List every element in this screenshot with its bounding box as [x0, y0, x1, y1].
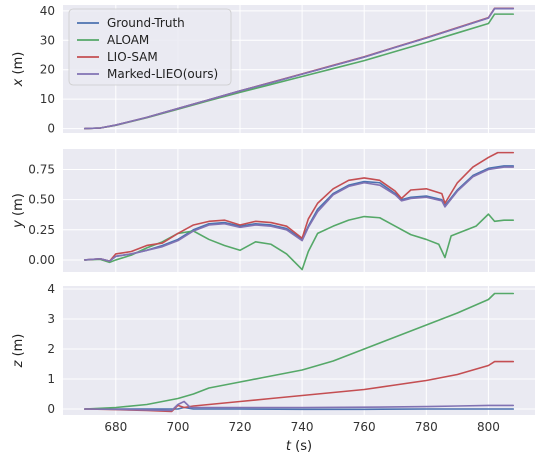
y-axis-label-variable: z: [11, 359, 26, 368]
x-tick-label: 700: [166, 420, 189, 434]
y-tick-label: 30: [40, 33, 55, 47]
y-tick-label: 1: [47, 372, 55, 386]
subplot-z: 0 1 2 3 4 680 700 720 740 760 780 800 z (m) t (s): [11, 282, 535, 454]
legend-label-marked-lieo-ours: Marked-LIEO(ours): [107, 67, 218, 81]
y-axis-label-variable: y: [11, 220, 26, 229]
y-axis-label-unit: (m): [11, 334, 26, 361]
y-tick-label: 3: [47, 312, 55, 326]
y-tick-label: 0.00: [28, 253, 55, 267]
y-tick-label: 0: [47, 122, 55, 136]
plot-background-z: [63, 286, 535, 415]
series-line-marked-lieo-ours: [83, 7, 515, 130]
y-axis-label: z (m): [11, 334, 26, 369]
legend-box: [68, 8, 232, 86]
series-line-lio-sam: [83, 151, 515, 262]
series-line-aloam: [83, 292, 515, 410]
y-tick-label: 40: [40, 4, 55, 18]
x-tick-label: 720: [229, 420, 252, 434]
y-tick-label: 10: [40, 92, 55, 106]
y-tick-label: 20: [40, 63, 55, 77]
x-tick-label: 760: [353, 420, 376, 434]
y-axis-label-unit: (m): [11, 52, 26, 79]
x-axis-label-variable: t: [286, 439, 292, 454]
x-tick-label: 800: [477, 420, 500, 434]
y-axis-label-unit: (m): [11, 193, 26, 220]
series-line-marked-lieo-ours: [83, 166, 515, 262]
x-tick-label: 780: [415, 420, 438, 434]
y-tick-label: 0.50: [28, 193, 55, 207]
y-axis-label: x (m): [11, 52, 26, 88]
y-tick-label: 2: [47, 342, 55, 356]
x-axis-label: t (s): [286, 439, 312, 454]
subplot-x: 0 10 20 30 40 x (m) Ground-Truth ALOAM LIO-SAM Ma…: [11, 4, 535, 136]
y-tick-label: 4: [47, 282, 55, 296]
y-tick-label: 0.75: [28, 163, 55, 177]
x-axis-label-unit: (s): [291, 439, 312, 454]
y-axis-label: y (m): [11, 193, 26, 229]
subplot-y: 0.00 0.25 0.50 0.75 y (m): [11, 149, 535, 272]
legend-label-lio-sam: LIO-SAM: [107, 50, 158, 64]
legend-label-ground-truth: Ground-Truth: [107, 16, 185, 30]
y-tick-label: 0: [47, 402, 55, 416]
series-line-lio-sam: [83, 360, 515, 413]
legend: Ground-Truth ALOAM LIO-SAM Marked-LIEO(ours…: [68, 8, 232, 86]
y-axis-label-variable: x: [11, 78, 26, 87]
x-tick-label: 740: [291, 420, 314, 434]
y-tick-label: 0.25: [28, 223, 55, 237]
series-line-marked-lieo-ours: [83, 400, 515, 412]
x-tick-label: 680: [104, 420, 127, 434]
legend-label-aloam: ALOAM: [107, 33, 149, 47]
